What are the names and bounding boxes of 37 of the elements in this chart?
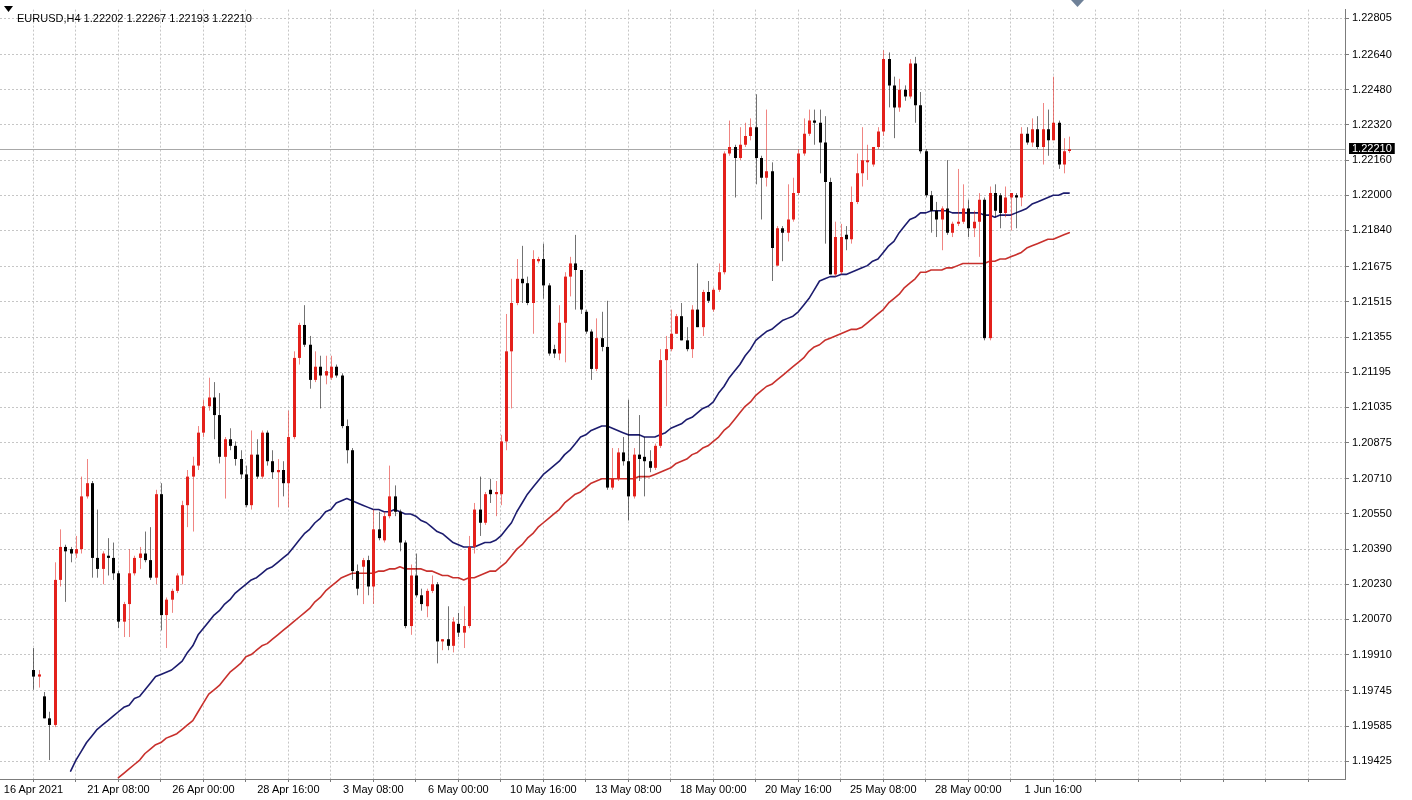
y-tick-label: 1.20550 (1352, 506, 1392, 519)
x-tick-label: 18 May 00:00 (679, 782, 747, 795)
y-tick-label: 1.20710 (1352, 471, 1392, 484)
x-tick-label: 3 May 08:00 (343, 782, 404, 795)
y-tick-label: 1.22320 (1352, 118, 1392, 131)
y-tick-label: 1.19585 (1352, 719, 1392, 732)
y-tick-label: 1.20875 (1352, 435, 1392, 448)
x-tick-label: 26 Apr 00:00 (172, 782, 235, 795)
y-tick-label: 1.21675 (1352, 259, 1392, 272)
y-tick-label: 1.21035 (1352, 400, 1392, 413)
x-tick-label: 21 Apr 08:00 (87, 782, 150, 795)
y-tick-label: 1.22640 (1352, 47, 1392, 60)
y-tick-label: 1.22480 (1352, 82, 1392, 95)
y-tick-label: 1.19745 (1352, 683, 1392, 696)
x-tick-label: 13 May 08:00 (595, 782, 662, 795)
y-tick-label: 1.21840 (1352, 223, 1392, 236)
y-tick-label: 1.21355 (1352, 330, 1392, 343)
y-tick-label: 1.20230 (1352, 577, 1392, 590)
y-tick-label: 1.20390 (1352, 542, 1392, 555)
x-tick-label: 16 Apr 2021 (3, 782, 64, 795)
x-tick-label: 28 Apr 16:00 (257, 782, 320, 795)
x-tick-label: 25 May 08:00 (849, 782, 917, 795)
chart-title: EURUSD,H4 1.22202 1.22267 1.22193 1.22210 (17, 11, 252, 24)
x-tick-label: 10 May 16:00 (510, 782, 577, 795)
y-tick-label: 1.22805 (1352, 11, 1392, 24)
x-tick-label: 28 May 00:00 (934, 782, 1002, 795)
y-tick-label: 1.21515 (1352, 294, 1392, 307)
y-tick-label: 1.22000 (1352, 188, 1392, 201)
ref-line-label: 1.22210 (1352, 142, 1392, 155)
y-tick-label: 1.20070 (1352, 612, 1392, 625)
x-tick-label: 6 May 00:00 (428, 782, 489, 795)
x-tick-label: 20 May 16:00 (764, 782, 832, 795)
y-tick-label: 1.19425 (1352, 754, 1392, 767)
y-tick-label: 1.21195 (1352, 365, 1391, 378)
y-tick-label: 1.19910 (1352, 647, 1392, 660)
y-tick-label: 1.22160 (1352, 153, 1392, 166)
x-tick-label: 1 Jun 16:00 (1024, 782, 1082, 795)
